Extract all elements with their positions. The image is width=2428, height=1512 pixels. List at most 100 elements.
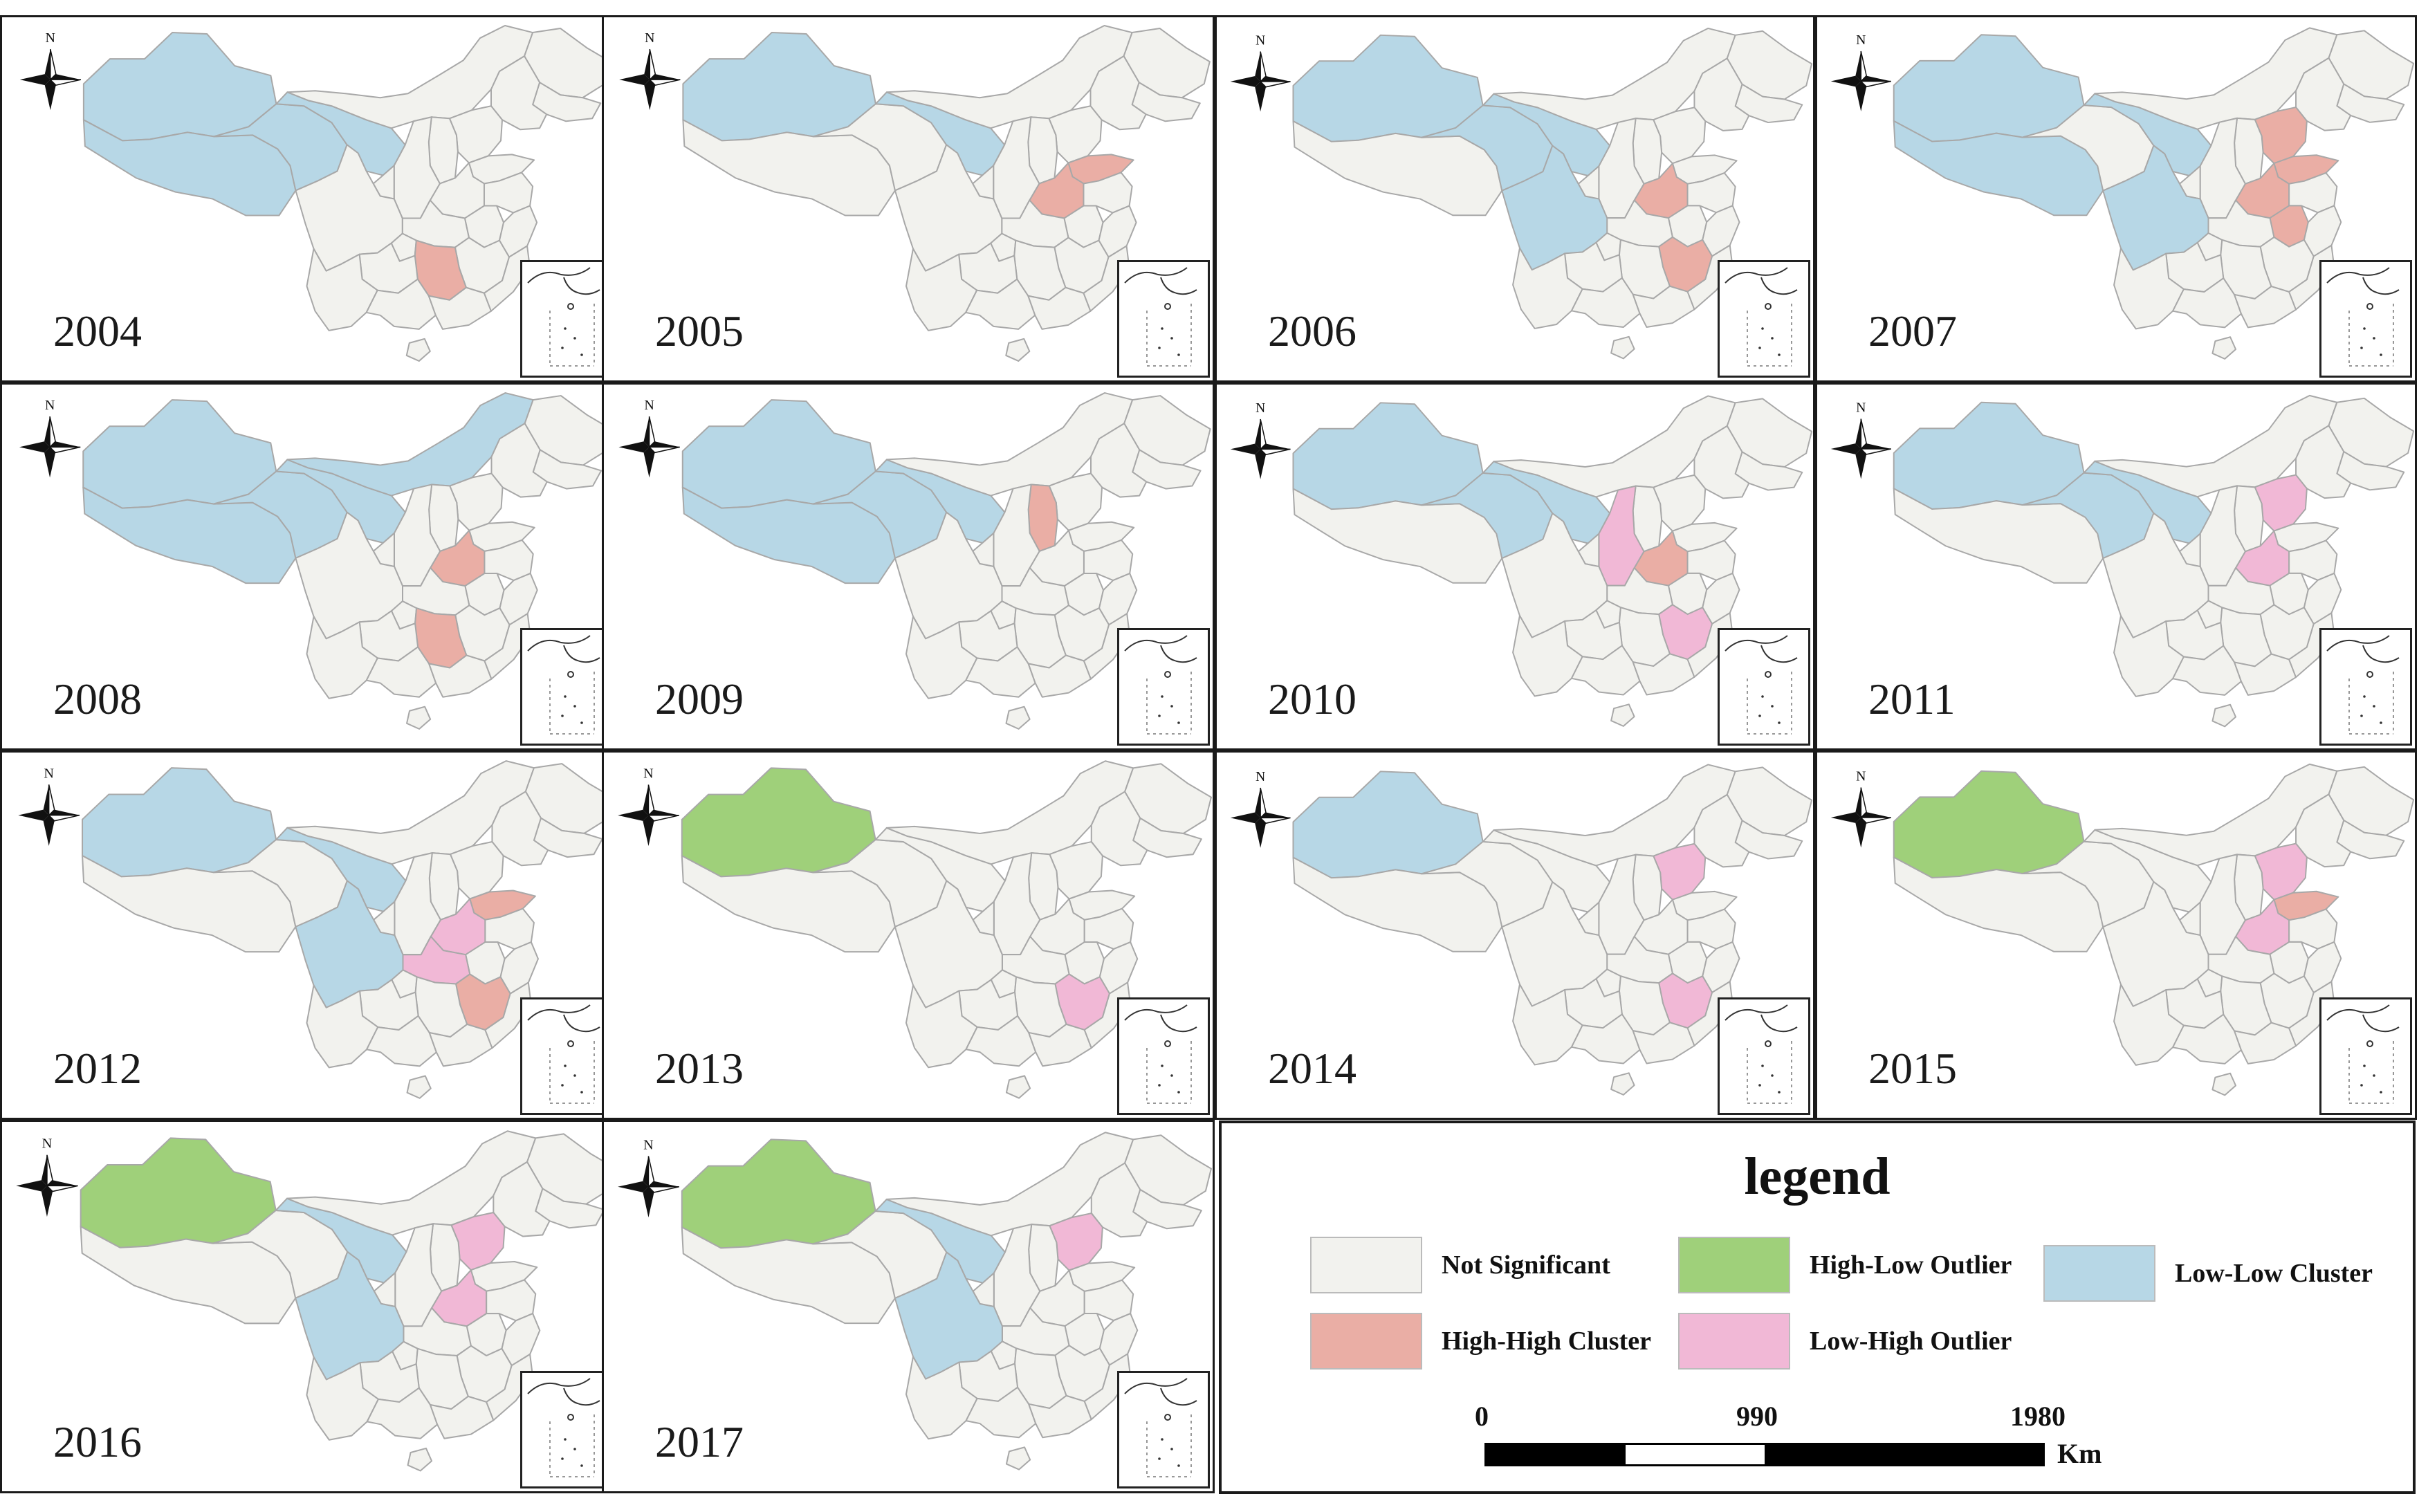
- north-arrow-icon: N: [618, 766, 679, 847]
- province-guangxi: [965, 278, 1036, 330]
- south-china-sea-inset: [1117, 260, 1210, 378]
- map-svg: N: [618, 1132, 1212, 1470]
- province-fujian: [484, 981, 532, 1049]
- south-china-sea-inset: [2319, 997, 2412, 1115]
- province-xinjiang: [1893, 770, 2085, 878]
- inset-map: [1725, 635, 1798, 735]
- south-china-sea-inset: [520, 260, 613, 378]
- map-panel-2009: N 2009: [602, 382, 1215, 750]
- north-label: N: [645, 30, 654, 46]
- legend-item-low-high: Low-High Outlier: [1678, 1313, 2012, 1370]
- inset-map: [1725, 1004, 1798, 1104]
- province-liaoning: [1090, 1162, 1148, 1238]
- legend-title: legend: [1744, 1147, 1891, 1206]
- map-panel-2012: N 2012: [0, 750, 618, 1120]
- north-label: N: [42, 1136, 53, 1152]
- province-hainan: [1005, 1446, 1031, 1470]
- scale-bar: [1484, 1443, 2045, 1466]
- province-guangxi: [1570, 277, 1641, 328]
- year-label: 2006: [1268, 306, 1356, 356]
- province-xinjiang: [82, 32, 277, 142]
- province-hainan: [2211, 1072, 2237, 1096]
- province-hainan: [1610, 335, 1635, 360]
- province-guangxi: [2172, 1013, 2242, 1064]
- north-label: N: [1856, 400, 1866, 416]
- province-hainan: [406, 1075, 432, 1099]
- legend-item-high-high: High-High Cluster: [1310, 1313, 1651, 1370]
- map-panel-2006: N 2006: [1215, 15, 1815, 382]
- north-label: N: [643, 766, 654, 781]
- swatch-low-high: [1678, 1313, 1790, 1370]
- province-hainan: [405, 338, 431, 362]
- south-china-sea-inset: [1117, 1371, 1210, 1488]
- north-arrow-icon: N: [16, 1136, 78, 1217]
- south-china-sea-inset: [1718, 628, 1810, 746]
- north-label: N: [1256, 769, 1265, 784]
- province-xinjiang: [1893, 401, 2085, 510]
- province-liaoning: [1693, 793, 1750, 868]
- province-guangxi: [965, 1015, 1037, 1067]
- year-label: 2008: [53, 674, 142, 723]
- inset-map: [2326, 1004, 2400, 1104]
- china-map: [681, 760, 1212, 1099]
- province-xinjiang: [1292, 34, 1484, 142]
- map-svg: N: [619, 25, 1211, 362]
- china-map: [1893, 763, 2415, 1096]
- province-xinjiang: [681, 767, 876, 878]
- province-hainan: [2211, 336, 2237, 360]
- province-liaoning: [2295, 793, 2352, 868]
- province-xinjiang: [1292, 402, 1484, 510]
- province-liaoning: [493, 1161, 551, 1237]
- inset-map: [1124, 1378, 1197, 1477]
- province-fujian: [483, 245, 531, 312]
- year-label: 2013: [655, 1044, 744, 1093]
- province-xinjiang: [1292, 771, 1484, 879]
- legend-item-low-low: Low-Low Cluster: [2043, 1245, 2373, 1302]
- north-arrow-icon: N: [1230, 769, 1291, 848]
- north-arrow-icon: N: [618, 398, 680, 478]
- year-label: 2009: [655, 674, 744, 723]
- year-label: 2016: [53, 1417, 142, 1466]
- swatch-low-low: [2043, 1245, 2155, 1302]
- swatch-high-low: [1678, 1237, 1790, 1293]
- scale-tick-1980: 1980: [2010, 1401, 2066, 1432]
- legend-label: High-Low Outlier: [1810, 1251, 2012, 1280]
- north-arrow-icon: N: [18, 766, 80, 847]
- legend-item-not-significant: Not Significant: [1310, 1237, 1610, 1293]
- map-panel-2004: N 2004: [0, 15, 618, 382]
- province-xinjiang: [82, 399, 277, 509]
- legend-box: legend Not Significant High-Low Outlier …: [1219, 1121, 2416, 1494]
- year-label: 2005: [655, 306, 744, 356]
- province-liaoning: [490, 423, 548, 498]
- south-china-sea-inset: [1718, 997, 1810, 1115]
- scale-unit: Km: [2057, 1438, 2102, 1469]
- province-liaoning: [491, 791, 549, 867]
- north-arrow-icon: N: [618, 1137, 679, 1218]
- map-panel-2007: N 2007: [1815, 15, 2417, 382]
- scale-tick-0: 0: [1475, 1401, 1489, 1432]
- province-guangxi: [366, 1387, 439, 1439]
- province-liaoning: [1090, 791, 1148, 867]
- north-label: N: [45, 398, 55, 413]
- province-fujian: [1083, 1353, 1132, 1421]
- map-svg: N: [16, 1130, 615, 1472]
- north-arrow-icon: N: [619, 30, 681, 111]
- province-hainan: [1005, 1075, 1031, 1099]
- year-label: 2004: [53, 306, 142, 356]
- inset-map: [527, 1378, 600, 1477]
- south-china-sea-inset: [1718, 260, 1810, 378]
- province-hainan: [2211, 703, 2237, 728]
- province-guangxi: [366, 1015, 437, 1067]
- province-xinjiang: [682, 32, 876, 142]
- swatch-not-significant: [1310, 1237, 1422, 1293]
- north-arrow-icon: N: [1830, 400, 1891, 479]
- map-panel-2008: N 2008: [0, 382, 618, 750]
- province-xinjiang: [80, 1137, 277, 1248]
- province-hainan: [407, 1447, 433, 1472]
- north-arrow-icon: N: [19, 398, 81, 478]
- south-china-sea-inset: [1117, 628, 1210, 746]
- province-guangxi: [2172, 645, 2242, 696]
- province-guangxi: [1570, 645, 1641, 696]
- south-china-sea-inset: [1117, 997, 1210, 1115]
